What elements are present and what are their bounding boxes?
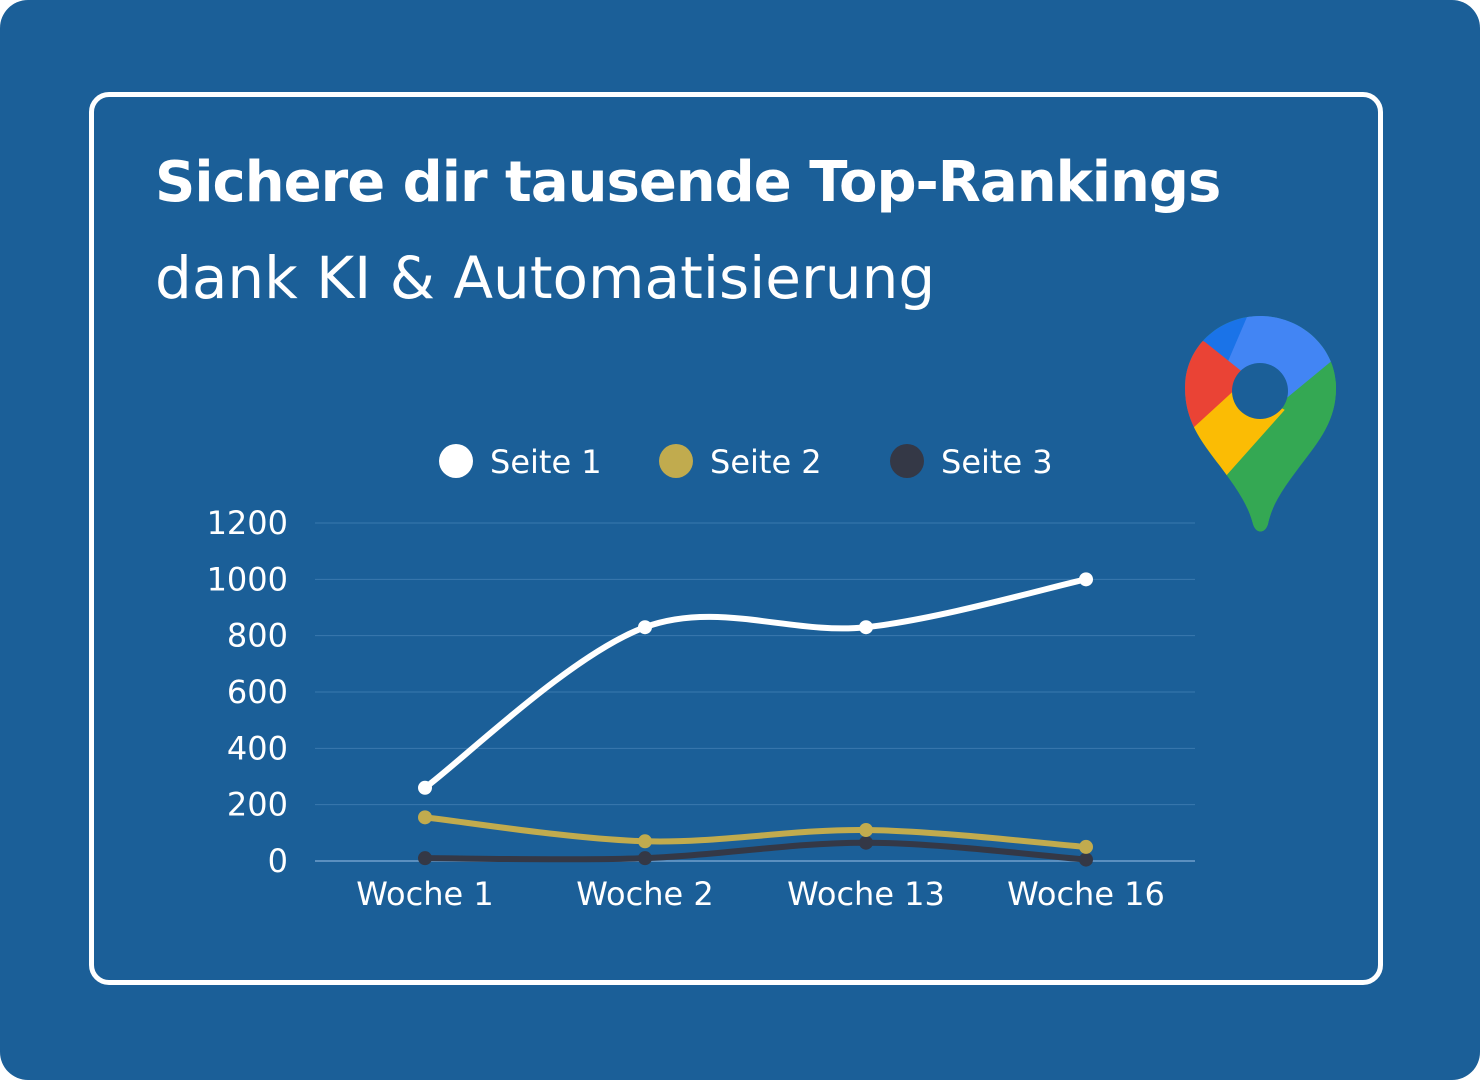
legend-item: Seite 3 <box>890 443 1053 481</box>
legend-label: Seite 2 <box>710 443 822 481</box>
y-tick-label: 400 <box>227 729 288 767</box>
legend-item: Seite 2 <box>659 443 822 481</box>
chart-card <box>89 92 1383 985</box>
x-tick-label: Woche 16 <box>1007 875 1165 913</box>
data-point <box>638 851 652 866</box>
x-tick-label: Woche 13 <box>787 875 945 913</box>
data-point <box>638 834 652 849</box>
y-tick-label: 600 <box>227 673 288 711</box>
x-tick-label: Woche 2 <box>576 875 713 913</box>
legend-marker <box>439 444 473 478</box>
google-maps-pin-icon <box>1185 316 1336 532</box>
legend-item: Seite 1 <box>439 443 602 481</box>
series-line <box>422 839 1089 863</box>
series-seite-1 <box>418 572 1093 795</box>
data-point <box>859 823 873 838</box>
data-point <box>1079 839 1093 854</box>
data-point <box>1079 572 1093 587</box>
data-point <box>638 620 652 635</box>
series-seite-3 <box>418 835 1093 867</box>
y-tick-label: 1200 <box>207 504 288 542</box>
data-point <box>1079 852 1093 867</box>
series-line <box>422 814 1089 850</box>
page-subtitle: dank KI & Automatisierung <box>155 244 936 312</box>
series-seite-2 <box>418 810 1093 854</box>
data-point <box>418 851 432 866</box>
data-point <box>859 835 873 850</box>
y-tick-label: 800 <box>227 617 288 655</box>
legend-label: Seite 3 <box>941 443 1053 481</box>
data-point <box>859 620 873 635</box>
page-title: Sichere dir tausende Top-Rankings <box>155 150 1221 215</box>
legend-marker <box>659 444 693 478</box>
legend-marker <box>890 444 924 478</box>
legend-label: Seite 1 <box>490 443 602 481</box>
y-tick-label: 0 <box>268 842 288 880</box>
series-line <box>422 576 1089 791</box>
y-tick-label: 1000 <box>207 560 288 598</box>
y-tick-label: 200 <box>227 786 288 824</box>
data-point <box>418 810 432 825</box>
data-point <box>418 780 432 795</box>
x-tick-label: Woche 1 <box>356 875 493 913</box>
